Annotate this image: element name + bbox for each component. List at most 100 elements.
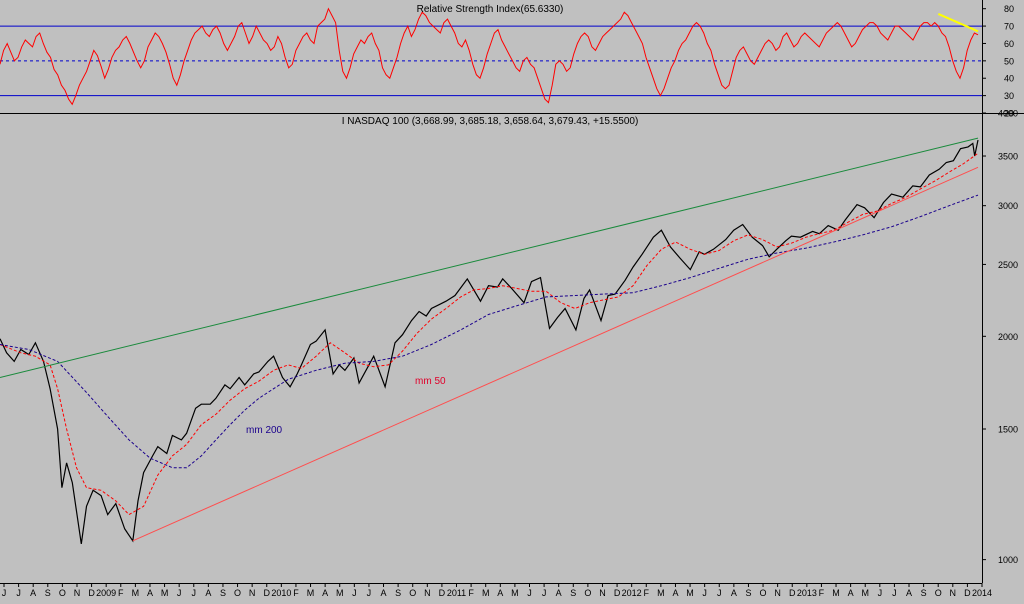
rsi-layer (0, 7, 982, 106)
x-tick-label: S (745, 588, 751, 598)
x-tick-label: A (731, 588, 737, 598)
x-tick-label: O (234, 588, 241, 598)
x-tick-label: F (468, 588, 474, 598)
x-tick-label: D (964, 588, 971, 598)
x-tick-label: M (861, 588, 869, 598)
price-title: I NASDAQ 100 (3,668.99, 3,685.18, 3,658.… (342, 116, 639, 127)
x-tick-label: N (424, 588, 431, 598)
x-tick-label: J (702, 588, 707, 598)
x-tick-label: M (511, 588, 519, 598)
x-tick-label: A (381, 588, 387, 598)
x-tick-label: J (542, 588, 547, 598)
x-tick-label: M (132, 588, 140, 598)
x-tick-label: D (88, 588, 95, 598)
x-tick-label: J (527, 588, 532, 598)
x-tick-label: O (409, 588, 416, 598)
x-tick-label: O (59, 588, 66, 598)
x-tick-label: 2009 (96, 588, 116, 598)
x-tick-label: 2012 (622, 588, 642, 598)
rsi-series-line (0, 7, 979, 106)
support-trendline (132, 166, 979, 542)
x-tick-label: J (352, 588, 357, 598)
ma200-line (0, 194, 979, 469)
x-tick-label: 2013 (797, 588, 817, 598)
ma50-label: mm 50 (415, 376, 446, 387)
x-tick-label: S (45, 588, 51, 598)
x-tick-label: O (935, 588, 942, 598)
price-ytick-label: 1000 (998, 555, 1018, 565)
x-tick-label: A (147, 588, 153, 598)
x-tick-label: M (832, 588, 840, 598)
x-tick-label: J (2, 588, 7, 598)
x-tick-label: J (177, 588, 182, 598)
x-tick-label: N (950, 588, 957, 598)
resistance-trendline (0, 137, 979, 378)
price-ytick-label: 3500 (998, 152, 1018, 162)
x-tick-label: D (789, 588, 796, 598)
price-panel-background (0, 113, 982, 583)
price-ytick-label: 2000 (998, 332, 1018, 342)
x-tick-label: A (322, 588, 328, 598)
x-tick-label: N (74, 588, 81, 598)
x-tick-label: J (192, 588, 197, 598)
x-tick-label: M (657, 588, 665, 598)
x-tick-label: A (30, 588, 36, 598)
x-tick-label: M (161, 588, 169, 598)
rsi-divergence-line (937, 12, 979, 33)
axis-layer: 20 30 40 50 60 70 80 1000 1500 2000 2500 3000 3500 40… (2, 4, 1018, 598)
rsi-ytick-label: 50 (1004, 56, 1014, 66)
x-tick-label: M (307, 588, 315, 598)
x-tick-label: A (556, 588, 562, 598)
rsi-ytick-label: 20 (1004, 109, 1014, 119)
price-ytick-label: 1500 (998, 424, 1018, 434)
rsi-ytick-label: 70 (1004, 22, 1014, 32)
x-tick-label: F (293, 588, 299, 598)
x-tick-label: F (644, 588, 650, 598)
x-tick-label: 2011 (447, 588, 466, 598)
x-tick-label: J (717, 588, 722, 598)
x-tick-label: M (482, 588, 490, 598)
x-tick-label: M (686, 588, 694, 598)
rsi-ytick-label: 40 (1004, 74, 1014, 84)
x-tick-label: O (584, 588, 591, 598)
x-tick-label: A (672, 588, 678, 598)
x-tick-label: J (16, 588, 21, 598)
x-tick-label: A (497, 588, 503, 598)
ma50-line (0, 152, 979, 516)
price-ytick-label: 3000 (998, 201, 1018, 211)
price-layer (0, 137, 979, 544)
nasdaq-price-line (0, 139, 979, 544)
x-tick-label: S (220, 588, 226, 598)
x-tick-label: J (892, 588, 897, 598)
x-tick-label: O (760, 588, 767, 598)
x-tick-label: F (118, 588, 124, 598)
x-tick-label: A (848, 588, 854, 598)
x-tick-label: F (819, 588, 825, 598)
price-ytick-label: 2500 (998, 260, 1018, 270)
x-tick-label: M (336, 588, 344, 598)
x-tick-label: J (878, 588, 883, 598)
x-tick-label: N (774, 588, 781, 598)
rsi-ytick-label: 80 (1004, 4, 1014, 14)
rsi-ytick-label: 30 (1004, 91, 1014, 101)
x-tick-label: D (439, 588, 446, 598)
x-tick-label: N (249, 588, 256, 598)
x-tick-label: J (367, 588, 372, 598)
x-tick-label: S (921, 588, 927, 598)
x-tick-label: D (263, 588, 270, 598)
x-tick-label: N (599, 588, 606, 598)
rsi-ytick-label: 60 (1004, 39, 1014, 49)
rsi-panel-background (0, 0, 982, 113)
price-ytick-label: 4000 (998, 109, 1018, 119)
x-tick-label: S (395, 588, 401, 598)
x-tick-label: A (906, 588, 912, 598)
x-tick-label: S (570, 588, 576, 598)
x-tick-label: A (205, 588, 211, 598)
rsi-title: Relative Strength Index(65.6330) (417, 4, 564, 15)
x-tick-label: 2010 (271, 588, 291, 598)
x-tick-label: D (614, 588, 621, 598)
ma200-label: mm 200 (246, 425, 283, 436)
x-tick-label: 2014 (972, 588, 992, 598)
